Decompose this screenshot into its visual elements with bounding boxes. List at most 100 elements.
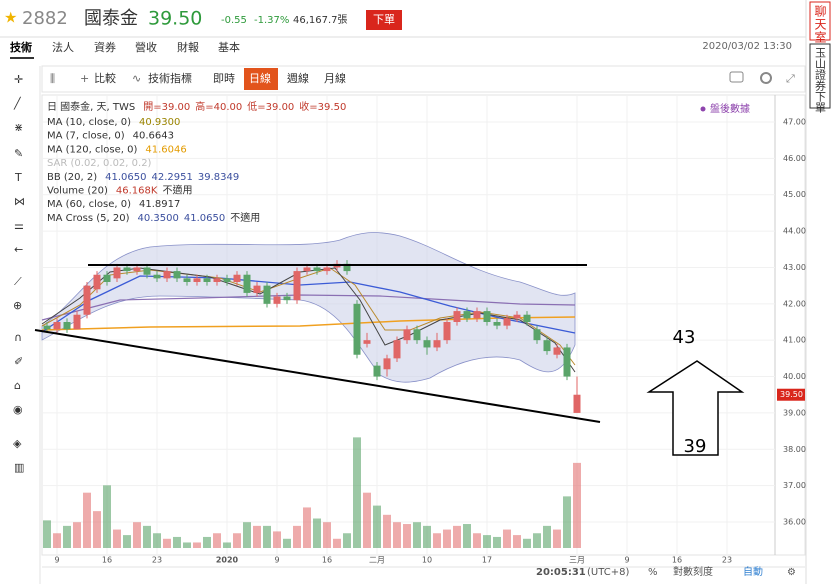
zoom-tool[interactable]: ⊕ bbox=[13, 299, 22, 312]
legend-name: MA (60, close, 0) bbox=[47, 199, 131, 210]
order-button-label[interactable]: 下單 bbox=[373, 13, 395, 26]
candle-body bbox=[83, 285, 91, 315]
tab[interactable]: 法人 bbox=[52, 40, 74, 54]
crosshair-tool[interactable]: ✛ bbox=[14, 73, 23, 86]
active-period bbox=[244, 68, 278, 90]
candle-body bbox=[213, 278, 221, 282]
candle-body bbox=[303, 267, 311, 272]
volume-bar bbox=[263, 525, 271, 548]
x-tick-label: 16 bbox=[322, 556, 332, 565]
legend-name: MA (7, close, 0) bbox=[47, 131, 125, 142]
volume-bar bbox=[393, 522, 401, 548]
chart-frame bbox=[41, 94, 806, 556]
period[interactable]: 日線 bbox=[249, 71, 271, 85]
fullscreen-icon[interactable]: ⤢ bbox=[786, 72, 795, 85]
layers-tool[interactable]: ◈ bbox=[13, 437, 22, 450]
ohlc-label: 開=39.00 bbox=[143, 101, 190, 113]
broker-button[interactable] bbox=[809, 43, 831, 109]
log-scale-toggle[interactable]: 對數刻度 bbox=[673, 565, 713, 578]
legend-name: Volume (20) bbox=[47, 186, 108, 197]
text-tool[interactable]: T bbox=[14, 171, 22, 184]
candle-body bbox=[173, 271, 181, 279]
candle-body bbox=[443, 322, 451, 341]
indicators[interactable]: 技術指標 bbox=[148, 71, 192, 85]
tab[interactable]: 資券 bbox=[94, 40, 116, 54]
tab[interactable]: 技術 bbox=[10, 40, 32, 54]
tab[interactable]: 營收 bbox=[135, 40, 157, 54]
y-tick-label: 46.00 bbox=[783, 154, 806, 163]
ruler-tool[interactable]: ⟋ bbox=[14, 275, 22, 288]
draw-lock-tool[interactable]: ✐ bbox=[14, 355, 23, 368]
measure-tool[interactable]: ⚌ bbox=[14, 219, 24, 232]
indicators-icon[interactable]: ∿ bbox=[132, 72, 141, 85]
lock-tool[interactable]: ⌂ bbox=[14, 379, 21, 392]
period[interactable]: 月線 bbox=[324, 71, 346, 85]
candle-body bbox=[563, 347, 571, 377]
volume-bar bbox=[103, 485, 111, 548]
volume-bar bbox=[253, 525, 261, 548]
candle-body bbox=[113, 267, 121, 279]
x-tick-label: 23 bbox=[722, 556, 732, 565]
candle-body bbox=[453, 311, 461, 322]
candle-body bbox=[343, 263, 351, 272]
auto-toggle[interactable]: 自動 bbox=[743, 565, 763, 578]
volume-bar bbox=[543, 525, 551, 548]
pattern-tool[interactable]: ⋈ bbox=[14, 195, 25, 208]
y-tick-label: 42.00 bbox=[783, 299, 806, 308]
volume-bar bbox=[373, 505, 381, 548]
visibility-tool[interactable]: ◉ bbox=[13, 403, 23, 416]
broker-label[interactable]: 玉山證券下單 bbox=[814, 47, 827, 113]
star-icon[interactable]: ★ bbox=[4, 9, 17, 27]
indicator-value: 不適用 bbox=[230, 211, 260, 224]
candle-body bbox=[493, 322, 501, 326]
x-tick-label: 23 bbox=[152, 556, 162, 565]
candle-type-icon[interactable]: ⫼ bbox=[50, 72, 55, 85]
clock: 20:05:31 bbox=[536, 567, 586, 578]
snapshot-icon[interactable] bbox=[729, 71, 744, 83]
fib-tool[interactable]: ⋇ bbox=[14, 121, 23, 134]
volume-bar bbox=[173, 536, 181, 548]
period[interactable]: 即時 bbox=[213, 72, 235, 85]
y-tick-label: 37.00 bbox=[783, 481, 806, 490]
line-tool[interactable]: ╱ bbox=[13, 96, 22, 110]
indicator-value: 41.0650 bbox=[105, 172, 146, 183]
magnet-tool[interactable]: ∩ bbox=[14, 331, 22, 344]
brush-tool[interactable]: ✎ bbox=[14, 147, 23, 160]
candle-body bbox=[273, 296, 281, 304]
volume-bar bbox=[53, 533, 61, 548]
settings-icon[interactable] bbox=[760, 72, 772, 84]
y-tick-label: 41.00 bbox=[783, 336, 806, 345]
candle-body bbox=[313, 267, 321, 272]
candle-body bbox=[63, 322, 71, 330]
candle-body bbox=[263, 285, 271, 304]
delete-tool[interactable]: ▥ bbox=[14, 461, 24, 474]
candle-body bbox=[53, 322, 61, 330]
settings-icon[interactable]: ⚙ bbox=[787, 567, 796, 578]
compare-icon[interactable]: + bbox=[80, 72, 89, 85]
after-hours[interactable]: 盤後數據 bbox=[710, 102, 750, 115]
price: 39.50 bbox=[148, 8, 202, 30]
volume-bar bbox=[343, 533, 351, 548]
compare[interactable]: 比較 bbox=[94, 71, 116, 85]
candle-body bbox=[543, 340, 551, 352]
candle-body bbox=[533, 329, 541, 341]
tab[interactable]: 基本 bbox=[218, 40, 240, 54]
back-tool[interactable]: ← bbox=[14, 243, 23, 256]
percent-toggle[interactable]: % bbox=[648, 567, 658, 578]
stock-code: 2882 bbox=[22, 8, 68, 29]
chat-button[interactable] bbox=[809, 1, 831, 41]
chat-label[interactable]: 聊天室 bbox=[813, 5, 827, 44]
volume-bar bbox=[83, 492, 91, 548]
change: -0.55 bbox=[221, 15, 247, 26]
order-button[interactable] bbox=[366, 10, 402, 30]
support-line bbox=[34, 329, 601, 423]
x-tick-label: 2020 bbox=[216, 556, 239, 565]
x-tick-label: 二月 bbox=[369, 556, 385, 565]
tab[interactable]: 財報 bbox=[177, 40, 199, 54]
candle-body bbox=[223, 278, 231, 282]
volume-bar bbox=[363, 492, 371, 548]
volume-bar bbox=[533, 533, 541, 548]
period[interactable]: 週線 bbox=[287, 71, 309, 85]
candle-body bbox=[423, 340, 431, 348]
volume: 46,167.7張 bbox=[293, 14, 348, 26]
